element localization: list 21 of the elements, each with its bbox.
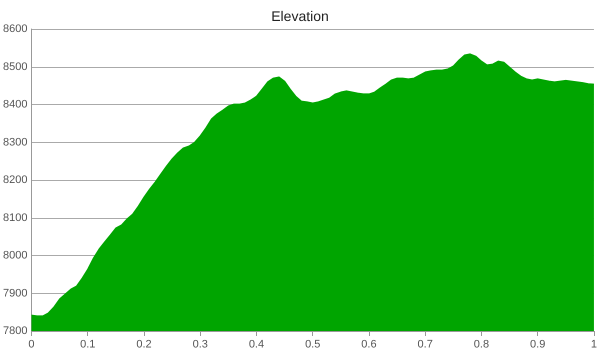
x-tick-label: 0 [28, 338, 35, 350]
y-tick-label: 8200 [2, 174, 28, 186]
x-tick-label: 0.7 [418, 338, 433, 350]
y-tick-label: 7800 [2, 325, 28, 337]
y-tick-label: 8400 [2, 98, 28, 110]
x-tick-label: 1 [590, 338, 598, 350]
y-tick-label: 8000 [2, 250, 28, 262]
x-tick-label: 0.9 [530, 338, 546, 350]
y-tick-label: 8100 [2, 212, 28, 224]
x-tick-label: 0.5 [305, 338, 320, 350]
y-tick-label: 7900 [2, 287, 28, 300]
x-tick-label: 0.4 [248, 338, 264, 350]
x-tick-label: 0.6 [361, 338, 377, 350]
chart-title: Elevation [271, 8, 329, 24]
y-tick-label: 8600 [2, 23, 28, 35]
x-tick-label: 0.3 [192, 338, 208, 350]
x-tick-label: 0.8 [474, 338, 490, 350]
y-tick-label: 8500 [2, 60, 28, 73]
x-tick-label: 0.1 [80, 338, 96, 350]
y-tick-label: 8300 [2, 136, 28, 148]
x-tick-label: 0.2 [136, 338, 152, 350]
